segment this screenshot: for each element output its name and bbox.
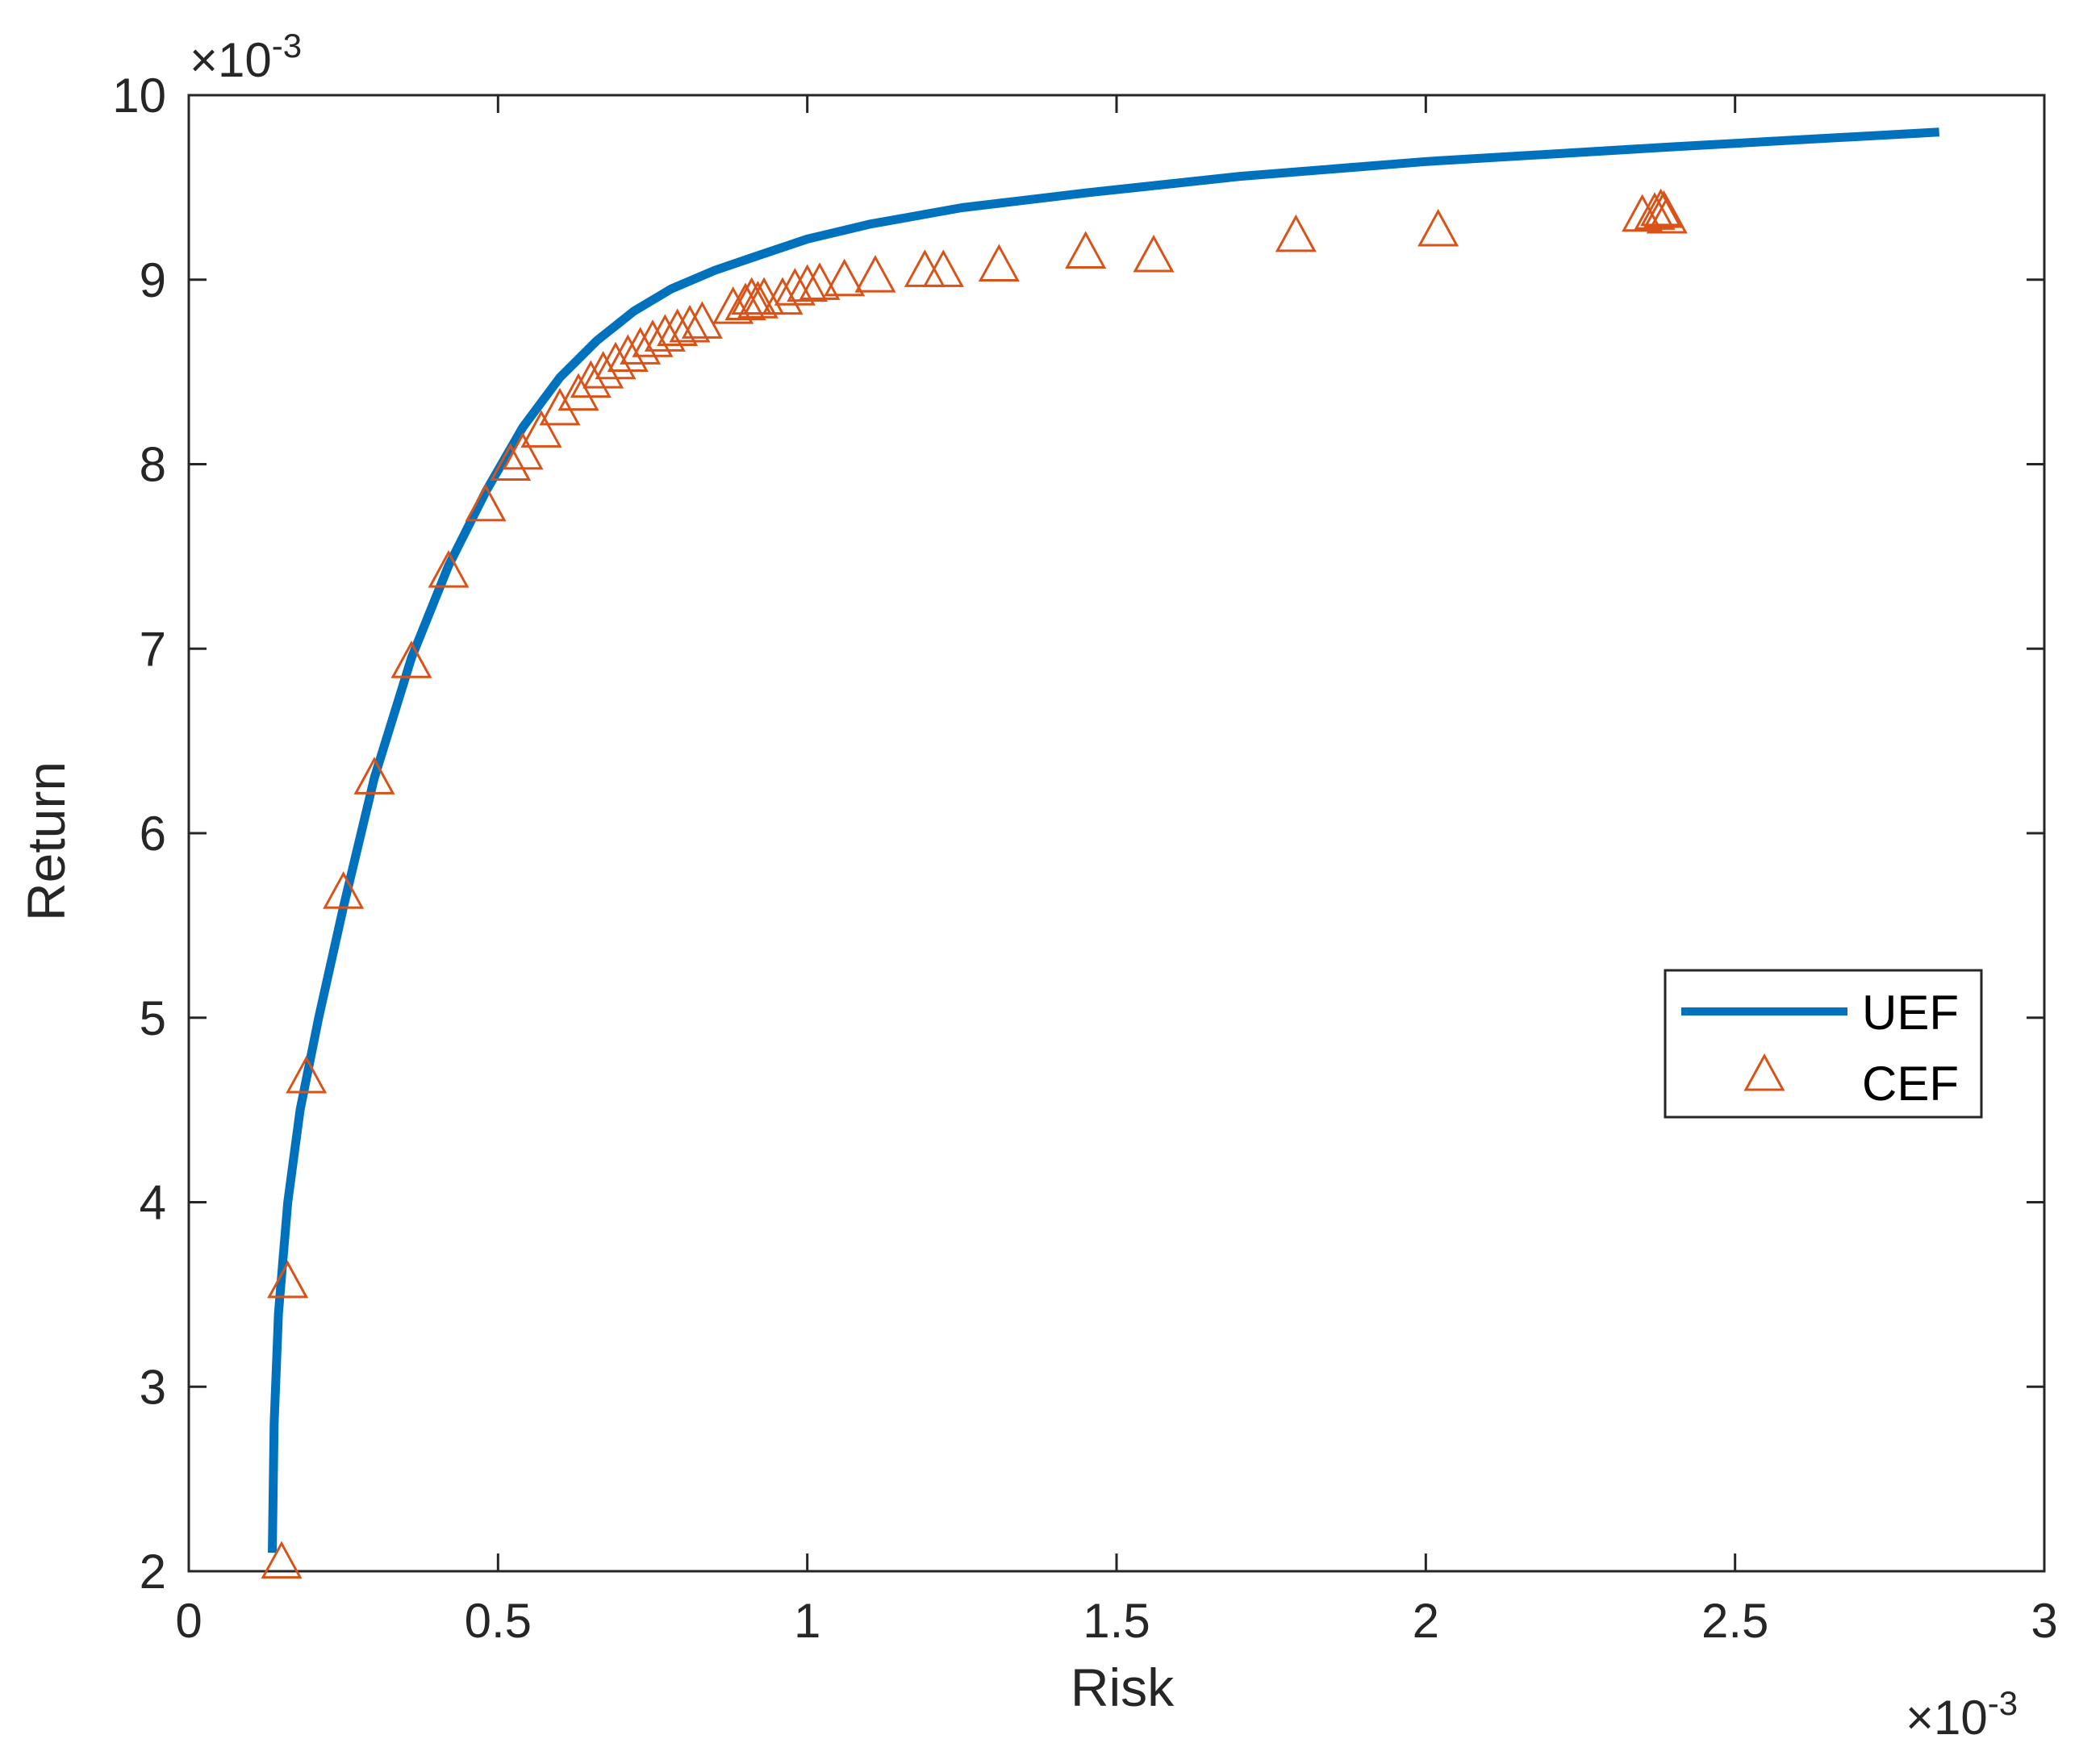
cef-point <box>1417 208 1459 247</box>
y-tick-label: 6 <box>140 807 166 861</box>
axis-ticks: 0 0.5 1 1.5 2 2.5 3 2 3 4 5 6 7 8 9 10 <box>112 69 2057 1648</box>
cef-point <box>669 304 711 343</box>
cef-point <box>724 282 766 320</box>
cef-point <box>922 249 964 287</box>
y-tick-label: 3 <box>140 1360 166 1414</box>
plot-area: 0 0.5 1 1.5 2 2.5 3 2 3 4 5 6 7 8 9 10 <box>112 69 2057 1648</box>
x-tick-label: 0.5 <box>465 1594 532 1648</box>
cef-point <box>323 871 365 909</box>
cef-point <box>539 387 581 426</box>
cef-point <box>261 1541 303 1579</box>
y-tick-label: 4 <box>140 1176 166 1230</box>
cef-point <box>353 757 395 794</box>
y-tick-label: 5 <box>140 991 166 1045</box>
cef-point <box>1640 188 1682 227</box>
cef-point <box>657 308 699 347</box>
x-tick-label: 3 <box>2031 1594 2057 1648</box>
y-tick-label: 7 <box>140 622 166 676</box>
cef-point <box>286 1055 328 1094</box>
x-axis-multiplier: ×10-3 <box>1906 1684 2018 1745</box>
cef-point <box>570 360 612 398</box>
x-tick-label: 1.5 <box>1083 1594 1150 1648</box>
legend-cef-label: CEF <box>1862 1057 1959 1111</box>
uef-series <box>268 127 1940 1553</box>
legend: UEF CEF <box>1664 969 1983 1119</box>
y-axis-multiplier: ×10-3 <box>190 27 302 87</box>
uef-line <box>268 127 1940 1553</box>
cef-point <box>1133 234 1175 273</box>
cef-point <box>465 483 507 522</box>
cef-point <box>824 258 866 297</box>
cef-point <box>978 244 1020 281</box>
y-tick-label: 2 <box>140 1545 166 1599</box>
cef-point <box>1275 214 1317 252</box>
cef-point <box>490 443 532 481</box>
y-tick-label: 8 <box>140 438 166 492</box>
legend-cef-swatch <box>1743 1053 1785 1091</box>
legend-box <box>1664 969 1983 1119</box>
cef-point <box>557 373 599 411</box>
cef-point <box>595 341 637 380</box>
cef-point <box>681 301 723 339</box>
cef-point <box>267 1260 309 1299</box>
x-tick-label: 1 <box>794 1594 820 1648</box>
cef-point <box>774 268 816 306</box>
cef-point <box>428 550 470 588</box>
y-tick-label: 9 <box>140 253 166 307</box>
x-tick-label: 2.5 <box>1701 1594 1768 1648</box>
cef-point <box>520 410 562 448</box>
x-tick-label: 0 <box>175 1594 202 1648</box>
x-axis-title: Risk <box>1071 1658 1175 1717</box>
cef-point <box>799 262 841 300</box>
legend-uef-label: UEF <box>1862 986 1959 1040</box>
cef-series <box>261 188 1688 1579</box>
cef-point <box>1646 195 1688 234</box>
cef-point <box>390 640 432 678</box>
x-tick-label: 2 <box>1413 1594 1439 1648</box>
cef-point <box>502 432 544 470</box>
axes-box <box>187 94 2046 1573</box>
cef-point <box>737 281 779 319</box>
cef-point <box>712 286 754 324</box>
cef-point <box>607 334 649 373</box>
y-tick-label: 10 <box>112 69 166 123</box>
y-axis-title: Return <box>16 761 76 921</box>
cef-point <box>1634 192 1676 230</box>
cef-point <box>1065 231 1107 269</box>
cef-point <box>854 255 896 293</box>
cef-point <box>787 264 829 302</box>
